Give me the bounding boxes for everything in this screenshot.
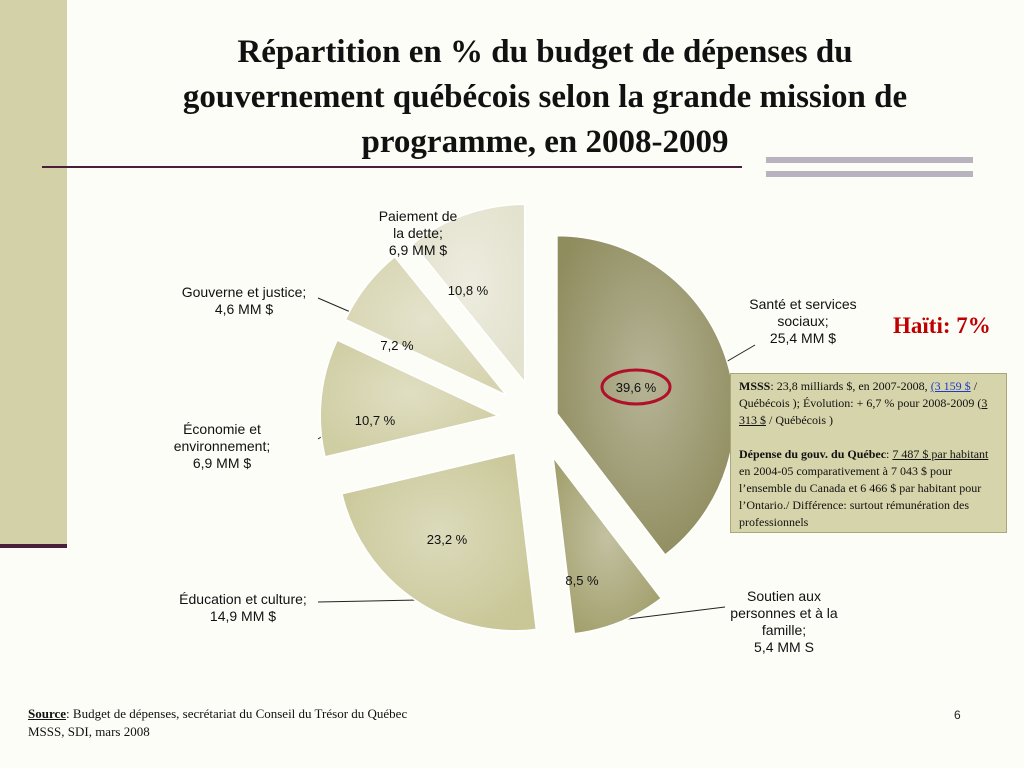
category-label: Économie et environnement; 6,9 MM $ (132, 421, 312, 472)
note-per-capita-link[interactable]: (3 159 $ (930, 379, 971, 393)
category-label-line: la dette; (393, 225, 443, 241)
category-label: Soutien aux personnes et à la famille; 5,4 … (694, 588, 874, 656)
percent-label: 8,5 % (565, 573, 599, 588)
category-label: Gouverne et justice; 4,6 MM $ (154, 284, 334, 318)
category-label-line: environnement; (173, 438, 271, 454)
category-label-line: Gouverne et justice; (181, 284, 307, 300)
category-label-line: personnes et à la (730, 605, 838, 621)
title-underline (42, 166, 742, 168)
category-label-line: 4,6 MM $ (214, 301, 274, 317)
note-depense-per-capita: 7 487 $ par habitant (892, 447, 989, 461)
msss-note-box: MSSS: 23,8 milliards $, en 2007-2008, (3… (730, 373, 1007, 533)
note-spacer (739, 429, 998, 446)
pie-slice-shading (412, 204, 525, 383)
note-msss-evolution: / Québécois ); Évolution: + 6,7 % pour 2… (739, 379, 982, 410)
category-label-line: famille; (761, 622, 807, 638)
category-label-line: Soutien aux (747, 588, 821, 604)
percent-label: 10,7 % (355, 413, 396, 428)
category-label-line: 6,9 MM $ (192, 455, 252, 471)
note-depense-label: Dépense du gouv. du Québec (739, 447, 887, 461)
category-label-line: sociaux; (777, 313, 829, 329)
pie-slice-shading (345, 256, 507, 396)
note-msss-text: : 23,8 milliards $, en 2007-2008, (770, 379, 928, 393)
note-depense-colon: : (886, 447, 893, 461)
page-number: 6 (954, 708, 961, 722)
percent-label: 39,6 % (616, 380, 657, 395)
pie-slice-shading (341, 452, 537, 631)
source-line-2: MSSS, SDI, mars 2008 (28, 724, 150, 739)
percent-label: 10,8 % (448, 283, 489, 298)
left-band-rule (0, 544, 67, 548)
source-label: Source (28, 706, 67, 721)
category-label-line: Santé et services (749, 296, 857, 312)
category-label-line: 25,4 MM $ (769, 330, 837, 346)
source-text: : Budget de dépenses, secrétariat du Con… (66, 706, 408, 721)
note-msss-end: / Québécois ) (766, 413, 833, 427)
percent-labels: 39,6 % 8,5 % 23,2 % 10,7 % 7,2 % 10,8 % (355, 283, 672, 588)
title-line-2: gouvernement québécois selon la grande m… (182, 79, 908, 115)
note-msss-2008-per-capita: 3 313 $ (739, 396, 988, 427)
category-label: Paiement de la dette; 6,9 MM $ (328, 208, 508, 259)
title-accent-bar-top (766, 157, 973, 163)
note-depense-text: en 2004-05 comparativement à 7 043 $ pou… (739, 464, 982, 529)
slide-title: Répartition en % du budget de dépenses d… (90, 30, 1000, 165)
leader-line (317, 599, 420, 603)
title-line-1: Répartition en % du budget de dépenses d… (237, 34, 853, 70)
note-msss-label: MSSS (739, 379, 771, 393)
note-paragraph-depense: Dépense du gouv. du Québec: 7 487 $ par … (739, 446, 998, 531)
highlight-circle (600, 368, 672, 406)
category-label-line: Éducation et culture; (179, 591, 307, 607)
category-label-line: 14,9 MM $ (209, 608, 277, 624)
pie-slice-shading (553, 457, 662, 634)
percent-label: 23,2 % (427, 532, 468, 547)
haiti-callout: Haïti: 7% (893, 313, 991, 338)
note-paragraph-msss: MSSS: 23,8 milliards $, en 2007-2008, (3… (739, 378, 998, 429)
pie-slices (319, 203, 736, 635)
category-label-line: Paiement de (378, 208, 458, 224)
title-accent-bar-bottom (766, 171, 973, 177)
category-label-line: 6,9 MM $ (388, 242, 448, 258)
title-line-3: programme, en 2008-2009 (361, 124, 729, 160)
category-label: Éducation et culture; 14,9 MM $ (153, 591, 333, 625)
source-footer: Source: Budget de dépenses, secrétariat … (28, 705, 407, 741)
category-label-line: 5,4 MM S (754, 639, 814, 655)
pie-slice-shading (320, 340, 499, 457)
percent-label: 7,2 % (380, 338, 414, 353)
category-label-line: Économie et (183, 421, 261, 437)
left-decorative-band (0, 0, 67, 546)
pie-slice-shading (556, 235, 735, 555)
category-label: Santé et services sociaux; 25,4 MM $ (713, 296, 893, 347)
